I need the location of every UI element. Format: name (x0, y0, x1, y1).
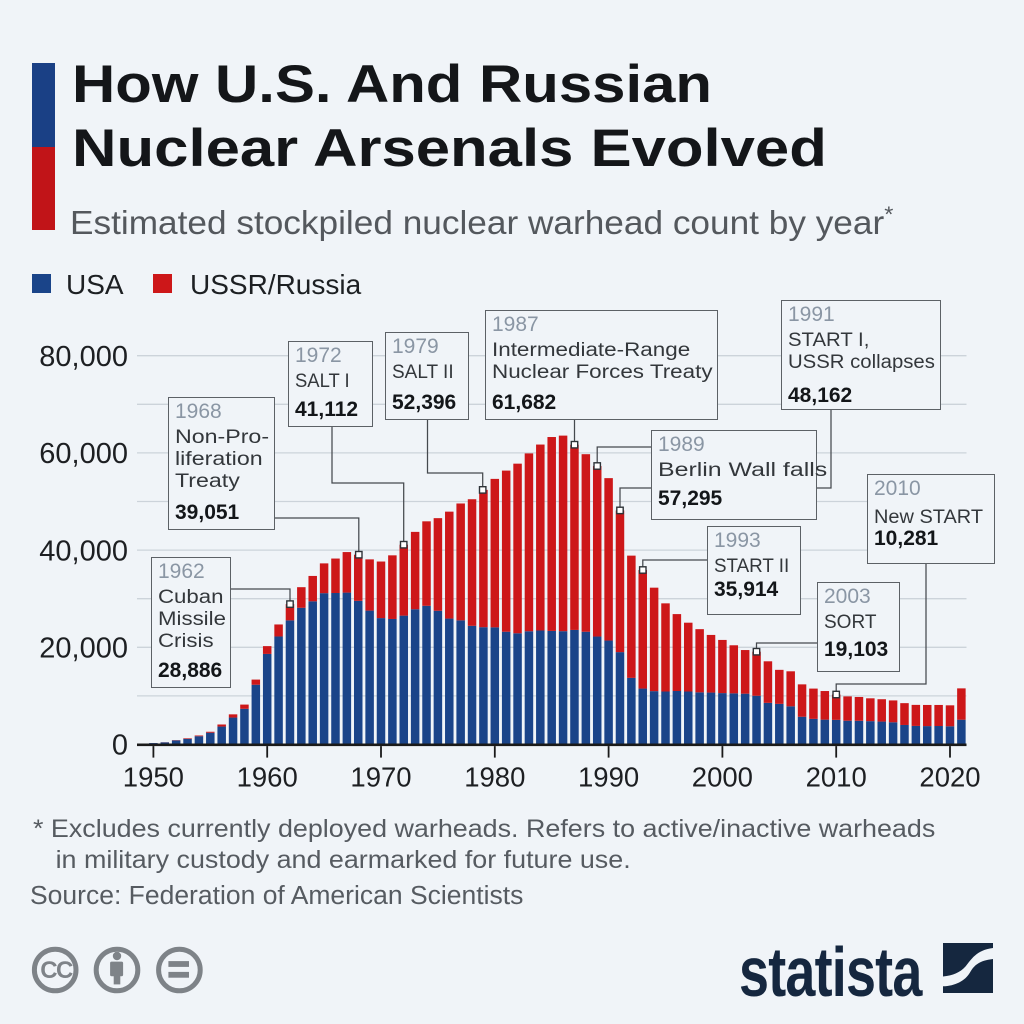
svg-text:1990: 1990 (578, 762, 639, 793)
svg-text:2010: 2010 (806, 762, 867, 793)
svg-text:CC: CC (40, 957, 73, 984)
svg-text:60,000: 60,000 (39, 438, 128, 470)
svg-text:2020: 2020 (919, 762, 980, 793)
svg-text:1950: 1950 (123, 762, 184, 793)
svg-text:1960: 1960 (237, 762, 298, 793)
svg-text:1980: 1980 (464, 762, 525, 793)
svg-text:2000: 2000 (692, 762, 753, 793)
svg-text:0: 0 (112, 730, 128, 762)
svg-text:80,000: 80,000 (39, 341, 128, 373)
svg-text:1970: 1970 (350, 762, 411, 793)
svg-text:40,000: 40,000 (39, 535, 128, 567)
svg-text:20,000: 20,000 (39, 633, 128, 665)
